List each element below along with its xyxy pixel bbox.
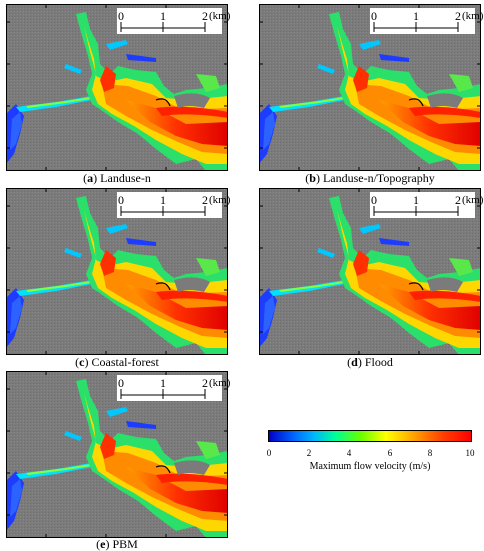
scale-tick-0: 0 bbox=[118, 376, 124, 390]
caption-label: PBM bbox=[112, 537, 138, 551]
caption-c: (c) Coastal-forest bbox=[75, 355, 159, 369]
scale-tick-2: 2 bbox=[455, 193, 461, 207]
scale-tick-2: 2 bbox=[202, 193, 208, 207]
scale-bar: 0 1 2 (km) bbox=[117, 192, 230, 218]
caption-e: (e) PBM bbox=[96, 537, 138, 551]
scale-tick-1: 1 bbox=[160, 193, 166, 207]
scale-unit: (km) bbox=[462, 10, 484, 22]
scale-unit: (km) bbox=[209, 10, 231, 22]
colorbar bbox=[268, 430, 472, 442]
scale-tick-2: 2 bbox=[202, 376, 208, 390]
scale-tick-1: 1 bbox=[413, 9, 419, 23]
scale-tick-0: 0 bbox=[371, 193, 377, 207]
map-panel-c: 0 1 2 (km) bbox=[6, 188, 230, 355]
map-panel-b: 0 1 2 (km) bbox=[259, 4, 483, 171]
scale-tick-2: 2 bbox=[455, 9, 461, 23]
caption-a: (a) Landuse-n bbox=[83, 171, 151, 185]
colorbar-tick: 4 bbox=[346, 448, 352, 458]
scale-bar: 0 1 2 (km) bbox=[370, 8, 483, 34]
caption-letter: a bbox=[87, 171, 94, 185]
scale-bar: 0 1 2 (km) bbox=[117, 375, 230, 401]
scale-bar: 0 1 2 (km) bbox=[117, 8, 230, 34]
caption-b: (b) Landuse-n/Topography bbox=[305, 171, 435, 185]
map-panel-a: 0 1 2 (km) bbox=[6, 4, 230, 171]
colorbar-tick: 10 bbox=[465, 448, 475, 458]
caption-letter: d bbox=[351, 355, 358, 369]
colorbar-tick: 2 bbox=[306, 448, 312, 458]
scale-unit: (km) bbox=[209, 194, 231, 206]
map-panel-e: 0 1 2 (km) bbox=[6, 371, 230, 538]
caption-label: Landuse-n bbox=[100, 171, 151, 185]
scale-unit: (km) bbox=[462, 194, 484, 206]
scale-unit: (km) bbox=[209, 377, 231, 389]
caption-d: (d) Flood bbox=[347, 355, 393, 369]
scale-tick-0: 0 bbox=[371, 9, 377, 23]
scale-tick-1: 1 bbox=[413, 193, 419, 207]
colorbar-tick: 8 bbox=[427, 448, 433, 458]
scale-tick-1: 1 bbox=[160, 9, 166, 23]
map-panel-d: 0 1 2 (km) bbox=[259, 188, 483, 355]
caption-letter: b bbox=[309, 171, 316, 185]
scale-tick-0: 0 bbox=[118, 193, 124, 207]
caption-letter: c bbox=[79, 355, 85, 369]
scale-tick-2: 2 bbox=[202, 9, 208, 23]
caption-letter: e bbox=[100, 537, 106, 551]
colorbar-tick: 6 bbox=[387, 448, 393, 458]
caption-label: Coastal-forest bbox=[91, 355, 159, 369]
caption-label: Landuse-n/Topography bbox=[322, 171, 435, 185]
scale-bar: 0 1 2 (km) bbox=[370, 192, 483, 218]
colorbar-tick: 0 bbox=[266, 448, 272, 458]
scale-tick-0: 0 bbox=[118, 9, 124, 23]
colorbar-label: Maximum flow velocity (m/s) bbox=[309, 461, 431, 472]
caption-label: Flood bbox=[364, 355, 393, 369]
scale-tick-1: 1 bbox=[160, 376, 166, 390]
